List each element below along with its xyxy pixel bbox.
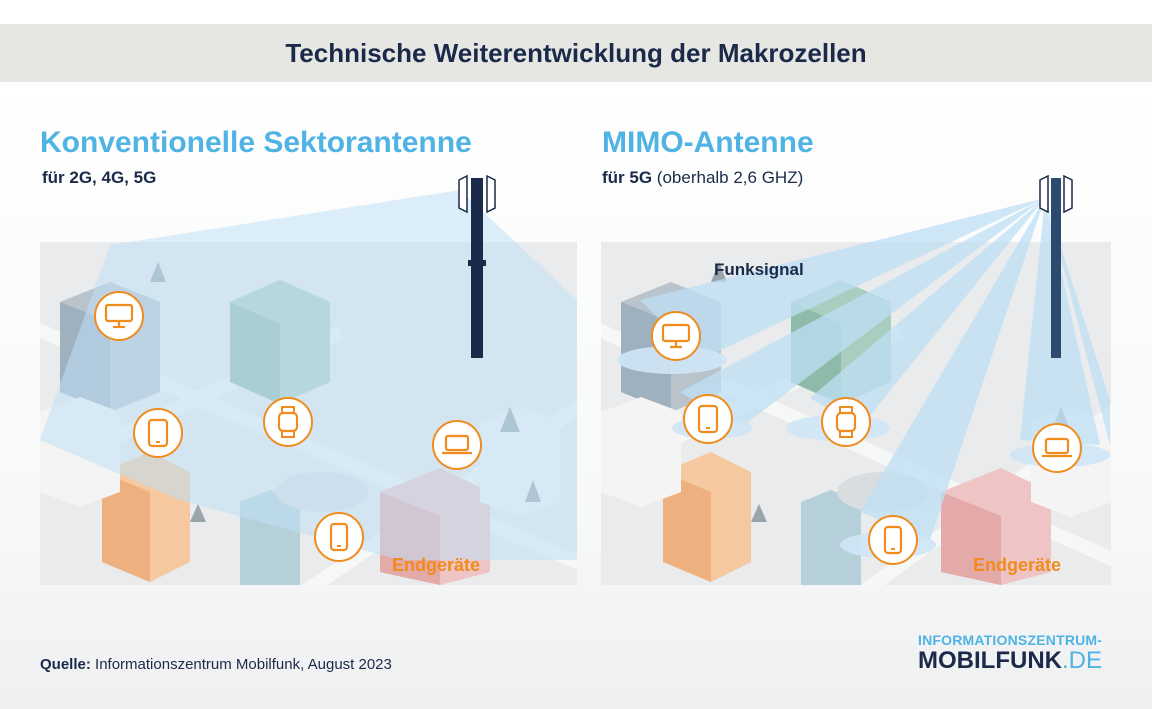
funksignal-label: Funksignal bbox=[714, 260, 804, 279]
laptop-icon bbox=[1042, 437, 1072, 458]
right-smartphone-device bbox=[868, 515, 918, 565]
left-monitor-device bbox=[94, 291, 144, 341]
laptop-icon bbox=[442, 434, 472, 455]
left-tablet-device bbox=[133, 408, 183, 458]
right-monitor-device bbox=[651, 311, 701, 361]
right-laptop-device bbox=[1032, 423, 1082, 473]
page-title: Technische Weiterentwicklung der Makroze… bbox=[285, 37, 867, 68]
smartwatch-icon bbox=[277, 406, 299, 438]
right-panel-subtitle-rest: (oberhalb 2,6 GHZ) bbox=[656, 168, 804, 187]
brand-logo: INFORMATIONSZENTRUM- MOBILFUNK.DE bbox=[918, 632, 1102, 674]
title-bar: Technische Weiterentwicklung der Makroze… bbox=[0, 24, 1152, 82]
right-panel-subtitle: für 5G (oberhalb 2,6 GHZ) bbox=[602, 168, 803, 188]
source-label: Quelle: bbox=[40, 656, 91, 673]
monitor-icon bbox=[104, 303, 134, 329]
left-endgeraete-label: Endgeräte bbox=[392, 555, 481, 575]
smartwatch-icon bbox=[835, 406, 857, 438]
smartphone-icon bbox=[329, 522, 349, 552]
right-endgeraete-label: Endgeräte bbox=[973, 555, 1062, 575]
left-panel-subtitle-bold: für 2G, 4G, 5G bbox=[42, 168, 157, 187]
right-smartwatch-device bbox=[821, 397, 871, 447]
monitor-icon bbox=[661, 323, 691, 349]
logo-line1: INFORMATIONSZENTRUM- bbox=[918, 632, 1103, 648]
logo-line2-main: MOBILFUNK bbox=[918, 647, 1062, 674]
tablet-icon bbox=[147, 418, 169, 448]
left-laptop-device bbox=[432, 420, 482, 470]
left-panel-subtitle: für 2G, 4G, 5G bbox=[42, 168, 156, 188]
smartphone-icon bbox=[883, 525, 903, 555]
left-panel-heading: Konventionelle Sektorantenne bbox=[40, 126, 472, 159]
source-note: Quelle: Informationszentrum Mobilfunk, A… bbox=[40, 656, 392, 673]
right-panel-subtitle-bold: für 5G bbox=[602, 168, 653, 187]
tablet-icon bbox=[697, 404, 719, 434]
logo-line2-suffix: .DE bbox=[1061, 647, 1102, 674]
left-smartwatch-device bbox=[263, 397, 313, 447]
right-panel-heading: MIMO-Antenne bbox=[602, 126, 814, 159]
source-text: Informationszentrum Mobilfunk, August 20… bbox=[95, 656, 392, 673]
right-tablet-device bbox=[683, 394, 733, 444]
left-smartphone-device bbox=[314, 512, 364, 562]
logo-line2: MOBILFUNK.DE bbox=[918, 648, 1102, 674]
